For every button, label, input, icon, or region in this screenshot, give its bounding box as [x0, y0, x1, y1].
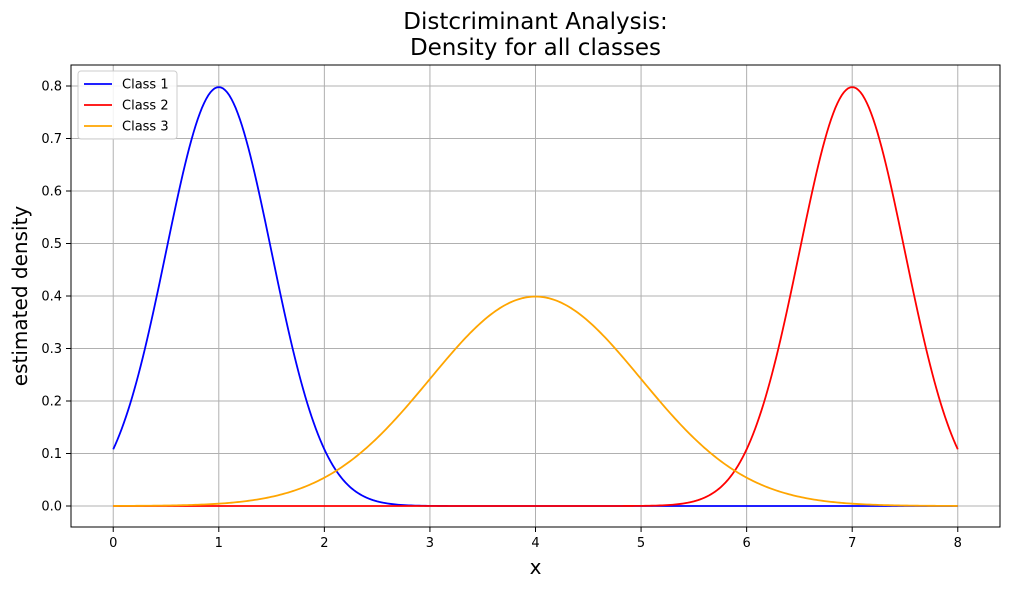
y-tick-label: 0.8	[41, 80, 62, 95]
chart-title-line-2: Density for all classes	[410, 35, 661, 61]
axes: 0 1 2 3 4 5 6 7 8 0.0 0.1 0.2 0.3 0.4 0.5 0.6 0.7 0.8 x est…	[8, 64, 1001, 579]
legend: Class 1 Class 2 Class 3	[77, 70, 178, 140]
series-lines	[112, 86, 959, 507]
y-tick-label: 0.2	[41, 395, 62, 410]
legend-box	[77, 70, 178, 140]
x-tick-label: 1	[215, 536, 223, 551]
y-tick-label: 0.1	[41, 447, 62, 462]
x-tick-label: 2	[320, 536, 328, 551]
x-axis-label: x	[530, 555, 542, 579]
x-tick-label: 8	[954, 536, 962, 551]
legend-label: Class 3	[122, 120, 169, 135]
x-tick-label: 0	[109, 536, 117, 551]
chart-title: Distcriminant Analysis:Density for all c…	[403, 9, 667, 61]
chart-title-line-1: Distcriminant Analysis:	[403, 9, 667, 35]
x-tick-label: 3	[426, 536, 434, 551]
series-line-class-2	[113, 86, 959, 507]
x-tick-label: 7	[848, 536, 856, 551]
series-line-class-3	[113, 295, 958, 507]
y-axis-label: estimated density	[8, 206, 32, 387]
x-tick-label: 6	[742, 536, 750, 551]
y-tick-label: 0.6	[41, 185, 62, 200]
y-tick-label: 0.3	[41, 342, 62, 357]
y-tick-label: 0.0	[41, 500, 62, 515]
y-tick-label: 0.4	[41, 290, 62, 305]
x-tick-label: 5	[637, 536, 645, 551]
legend-label: Class 2	[122, 99, 169, 114]
legend-label: Class 1	[122, 78, 169, 93]
y-tick-label: 0.7	[41, 132, 62, 147]
x-tick-label: 4	[531, 536, 539, 551]
y-tick-label: 0.5	[41, 237, 62, 252]
